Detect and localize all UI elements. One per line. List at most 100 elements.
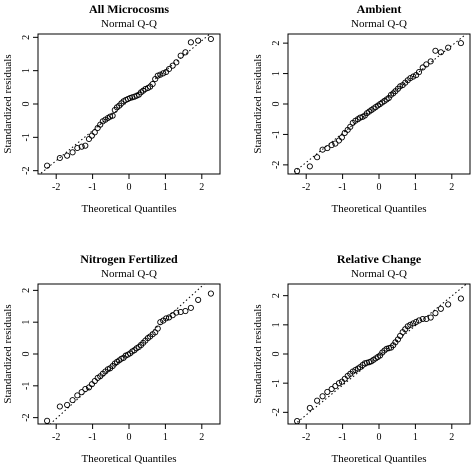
y-tick-label: -1 [271, 379, 282, 387]
data-point [187, 39, 194, 46]
qq-panel-2: Ambient Normal Q-Q -2 -1 0 1 2 -2 -1 0 1 2 Theoretic… [252, 2, 471, 215]
y-axis-label: Standardized residuals [252, 54, 264, 153]
y-tick-label: 2 [271, 41, 282, 46]
x-tick-label: -1 [88, 432, 96, 443]
data-point [445, 44, 452, 51]
x-tick-label: -2 [302, 182, 310, 193]
x-tick-label: 2 [199, 182, 204, 193]
data-point [56, 154, 63, 162]
x-tick-label: 1 [163, 432, 168, 443]
data-point [78, 143, 85, 150]
data-point [437, 49, 444, 56]
data-point [74, 392, 81, 399]
x-tick-label: 0 [127, 432, 132, 443]
data-point [432, 47, 439, 54]
data-point [69, 397, 76, 404]
x-axis-label: Theoretical Quantiles [332, 453, 427, 465]
data-point [419, 64, 426, 71]
x-axis-label: Theoretical Quantiles [332, 203, 427, 215]
data-point [427, 314, 434, 321]
data-point [332, 383, 339, 390]
data-point [314, 397, 321, 404]
data-point [91, 129, 98, 136]
panel-title: All Microcosms [89, 2, 169, 16]
data-point [314, 154, 321, 161]
data-point [163, 315, 170, 322]
data-point [160, 70, 167, 77]
qq-reference-line [294, 284, 468, 424]
x-tick-label: 2 [449, 182, 454, 193]
data-point [207, 290, 214, 297]
data-point [64, 401, 71, 408]
data-point [78, 389, 85, 396]
data-point [187, 304, 194, 311]
x-tick-label: -2 [302, 432, 310, 443]
data-point [109, 112, 116, 119]
data-point [82, 142, 89, 149]
plot-area [294, 284, 468, 424]
data-point [445, 301, 452, 308]
data-point [294, 167, 301, 174]
data-point [457, 40, 464, 47]
x-axis-label: Theoretical Quantiles [82, 453, 177, 465]
x-tick-label: 1 [413, 182, 418, 193]
qq-reference-line [290, 34, 468, 174]
data-point [82, 385, 89, 393]
data-point [85, 135, 93, 143]
y-tick-label: -2 [271, 161, 282, 169]
data-point [407, 75, 414, 82]
plot-area [290, 34, 468, 174]
y-tick-label: 0 [271, 102, 282, 107]
y-tick-label: 1 [271, 322, 282, 327]
x-tick-label: -2 [52, 432, 60, 443]
panel-subtitle: Normal Q-Q [101, 268, 157, 280]
panel-subtitle: Normal Q-Q [101, 18, 157, 30]
data-point [294, 418, 301, 424]
data-point [419, 315, 426, 323]
panel-title: Relative Change [337, 252, 422, 266]
data-point [427, 58, 434, 65]
panel-title: Nitrogen Fertilized [80, 252, 178, 266]
qq-panel-3: Nitrogen Fertilized Normal Q-Q -2 -1 0 1 2 -2 -1… [2, 252, 221, 465]
data-point [74, 144, 81, 152]
x-tick-label: 0 [127, 182, 132, 193]
y-tick-label: -2 [271, 408, 282, 416]
data-point [306, 163, 313, 170]
data-point [437, 305, 444, 312]
data-point [407, 321, 414, 328]
data-point [457, 295, 464, 302]
data-point [64, 152, 71, 159]
data-point [56, 403, 63, 410]
data-point [415, 68, 423, 76]
data-point [173, 59, 180, 66]
x-tick-label: -1 [88, 182, 96, 193]
data-point [177, 52, 184, 59]
y-axis-label: Standardized residuals [2, 54, 14, 153]
x-tick-label: 0 [377, 182, 382, 193]
plot-area [39, 34, 214, 174]
y-tick-label: 1 [271, 71, 282, 76]
data-point [195, 37, 202, 44]
data-point [328, 385, 335, 393]
data-point [328, 142, 335, 149]
panel-subtitle: Normal Q-Q [351, 18, 407, 30]
panel-subtitle: Normal Q-Q [351, 268, 407, 280]
data-point [432, 310, 439, 317]
y-tick-label: 0 [271, 352, 282, 357]
data-point [195, 296, 202, 303]
y-tick-label: -2 [21, 166, 32, 174]
y-tick-label: -1 [271, 130, 282, 138]
y-tick-label: 2 [21, 288, 32, 293]
qq-panel-1: All Microcosms Normal Q-Q -2 -1 0 1 2 -2 -1 0 1 2 Th… [2, 2, 221, 215]
data-point [415, 317, 423, 324]
y-tick-label: 0 [21, 352, 32, 357]
data-point [319, 393, 326, 400]
x-tick-label: 1 [163, 182, 168, 193]
data-point [413, 318, 420, 325]
data-point [207, 35, 214, 43]
y-axis-label: Standardized residuals [252, 304, 264, 403]
data-point [157, 319, 164, 326]
data-point [44, 162, 51, 169]
data-point [44, 417, 51, 424]
x-axis-label: Theoretical Quantiles [82, 203, 177, 215]
